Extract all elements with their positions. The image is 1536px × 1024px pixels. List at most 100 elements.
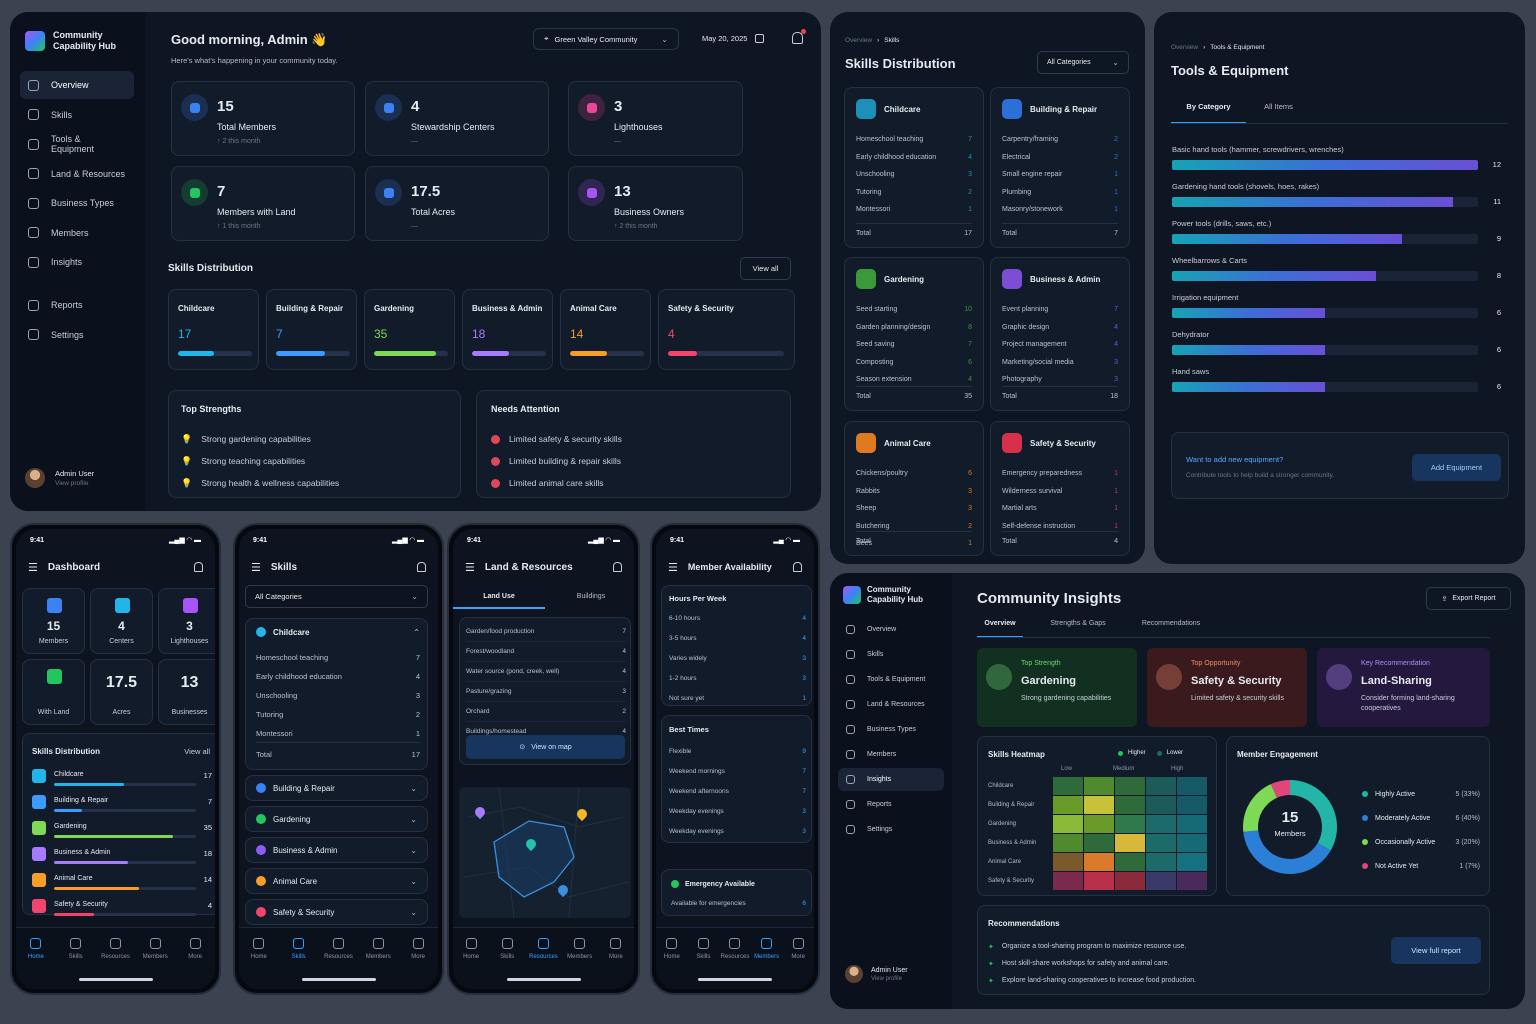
heatmap-cell[interactable] <box>1053 777 1083 795</box>
menu-icon[interactable]: ☰ <box>251 561 261 574</box>
heatmap-cell[interactable] <box>1146 872 1176 890</box>
sidebar-item-land-resources[interactable]: Land & Resources <box>20 160 134 188</box>
skill-card[interactable]: Animal Care 14 <box>560 289 651 370</box>
stat-card[interactable]: With Land <box>22 659 85 725</box>
skill-row[interactable]: Business & Admin 18 <box>32 847 212 871</box>
tab-home[interactable]: Home <box>19 938 53 989</box>
tab-members[interactable]: Members <box>751 938 783 989</box>
sidebar-item-overview[interactable]: Overview <box>20 71 134 99</box>
heatmap-cell[interactable] <box>1084 853 1114 871</box>
tab-members[interactable]: Members <box>138 938 172 989</box>
tab-home[interactable]: Home <box>242 938 276 989</box>
menu-icon[interactable]: ☰ <box>465 561 475 574</box>
land-map[interactable] <box>459 787 631 918</box>
heatmap-cell[interactable] <box>1053 853 1083 871</box>
skill-row[interactable]: Building & Repair 7 <box>32 795 212 819</box>
breadcrumb-overview[interactable]: Overview <box>845 37 873 44</box>
tab-skills[interactable]: Skills <box>688 938 720 989</box>
stat-card[interactable]: 17.5 Total Acres — <box>365 166 549 241</box>
heatmap-cell[interactable] <box>1146 796 1176 814</box>
skill-row[interactable]: Childcare 17 <box>32 769 212 793</box>
stat-card[interactable]: 13 Businesses <box>158 659 215 725</box>
menu-icon[interactable]: ☰ <box>28 561 38 574</box>
tab-by-category[interactable]: By Category <box>1171 98 1246 124</box>
heatmap-cell[interactable] <box>1115 853 1145 871</box>
heatmap-cell[interactable] <box>1177 834 1207 852</box>
sidebar-item-skills[interactable]: Skills <box>20 101 134 129</box>
heatmap-cell[interactable] <box>1146 853 1176 871</box>
skill-row[interactable]: Safety & Security 4 <box>32 899 212 923</box>
heatmap-cell[interactable] <box>1084 872 1114 890</box>
skill-card[interactable]: Safety & Security 4 <box>658 289 795 370</box>
tab-strengths-gaps[interactable]: Strengths & Gaps <box>1050 620 1106 627</box>
heatmap-cell[interactable] <box>1084 815 1114 833</box>
tab-resources[interactable]: Resources <box>719 938 751 989</box>
heatmap-cell[interactable] <box>1084 777 1114 795</box>
bell-icon[interactable] <box>613 562 622 572</box>
skill-category-card[interactable]: Animal Care Chickens/poultry 6 Rabbits 3 Shee… <box>844 421 984 556</box>
sidebar-item-business-types[interactable]: Business Types <box>20 189 134 217</box>
user-profile[interactable]: Admin User View profile <box>845 965 908 983</box>
breadcrumb-overview[interactable]: Overview <box>1171 44 1199 51</box>
brand[interactable]: Community Capability Hub <box>843 585 923 605</box>
stat-card[interactable]: 15 Members <box>22 588 85 654</box>
category-filter[interactable]: All Categories ⌄ <box>1037 51 1129 74</box>
heatmap-cell[interactable] <box>1115 777 1145 795</box>
brand[interactable]: Community Capability Hub <box>25 30 116 52</box>
tab-resources[interactable]: Resources <box>526 938 560 989</box>
sidebar-item-insights[interactable]: Insights <box>838 768 944 791</box>
stat-card[interactable]: 17.5 Acres <box>90 659 153 725</box>
heatmap-cell[interactable] <box>1084 796 1114 814</box>
heatmap-cell[interactable] <box>1115 834 1145 852</box>
skill-category-card[interactable]: Building & Repair Carpentry/framing 2 Elect… <box>990 87 1130 248</box>
skill-accordion[interactable]: Business & Admin ⌄ <box>245 837 428 863</box>
skill-category-card[interactable]: Safety & Security Emergency preparedness 1… <box>990 421 1130 556</box>
skill-accordion[interactable]: Gardening ⌄ <box>245 806 428 832</box>
tab-land-use[interactable]: Land Use <box>453 587 545 609</box>
skill-row[interactable]: Animal Care 14 <box>32 873 212 897</box>
heatmap-cell[interactable] <box>1177 777 1207 795</box>
childcare-accordion-header[interactable]: Childcare ⌃ <box>256 627 420 637</box>
skill-card[interactable]: Building & Repair 7 <box>266 289 357 370</box>
sidebar-item-insights[interactable]: Insights <box>20 248 134 276</box>
sidebar-item-reports[interactable]: Reports <box>20 291 134 319</box>
donut-slice[interactable] <box>1270 780 1290 798</box>
breadcrumb-tools[interactable]: Tools & Equipment <box>1210 44 1265 51</box>
insight-card[interactable]: Top Opportunity Safety & Security Limited … <box>1147 648 1307 727</box>
tab-skills[interactable]: Skills <box>282 938 316 989</box>
export-report-button[interactable]: ⇪ Export Report <box>1426 587 1511 610</box>
tab-overview[interactable]: Overview <box>977 620 1023 638</box>
skill-card[interactable]: Childcare 17 <box>168 289 259 370</box>
stat-card[interactable]: 3 Lighthouses — <box>568 81 743 156</box>
tab-home[interactable]: Home <box>454 938 488 989</box>
heatmap-cell[interactable] <box>1115 815 1145 833</box>
view-all-link[interactable]: View all <box>184 747 210 756</box>
donut-slice[interactable] <box>1243 830 1331 874</box>
heatmap-cell[interactable] <box>1115 872 1145 890</box>
skill-accordion[interactable]: Building & Repair ⌄ <box>245 775 428 801</box>
skill-card[interactable]: Business & Admin 18 <box>462 289 553 370</box>
stat-card[interactable]: 15 Total Members ↑ 2 this month <box>171 81 355 156</box>
sidebar-item-settings[interactable]: Settings <box>20 321 134 349</box>
heatmap-cell[interactable] <box>1177 796 1207 814</box>
stat-card[interactable]: 13 Business Owners ↑ 2 this month <box>568 166 743 241</box>
sidebar-item-reports[interactable]: Reports <box>838 793 944 816</box>
bell-icon[interactable] <box>793 562 802 572</box>
skill-accordion[interactable]: Animal Care ⌄ <box>245 868 428 894</box>
tab-recommendations[interactable]: Recommendations <box>1141 620 1201 627</box>
heatmap-cell[interactable] <box>1053 834 1083 852</box>
add-equipment-button[interactable]: Add Equipment <box>1412 454 1501 481</box>
heatmap-cell[interactable] <box>1146 777 1176 795</box>
insight-card[interactable]: Key Recommendation Land-Sharing Consider f… <box>1317 648 1490 727</box>
sidebar-item-settings[interactable]: Settings <box>838 818 944 841</box>
stat-card[interactable]: 4 Stewardship Centers — <box>365 81 549 156</box>
heatmap-cell[interactable] <box>1146 834 1176 852</box>
heatmap-cell[interactable] <box>1177 853 1207 871</box>
tab-members[interactable]: Members <box>361 938 395 989</box>
tab-skills[interactable]: Skills <box>59 938 93 989</box>
tab-resources[interactable]: Resources <box>98 938 132 989</box>
date-picker[interactable]: May 20, 2025 <box>702 34 765 43</box>
sidebar-item-tools-equipment[interactable]: Tools & Equipment <box>20 130 134 158</box>
sidebar-item-overview[interactable]: Overview <box>838 618 944 641</box>
heatmap-cell[interactable] <box>1115 796 1145 814</box>
